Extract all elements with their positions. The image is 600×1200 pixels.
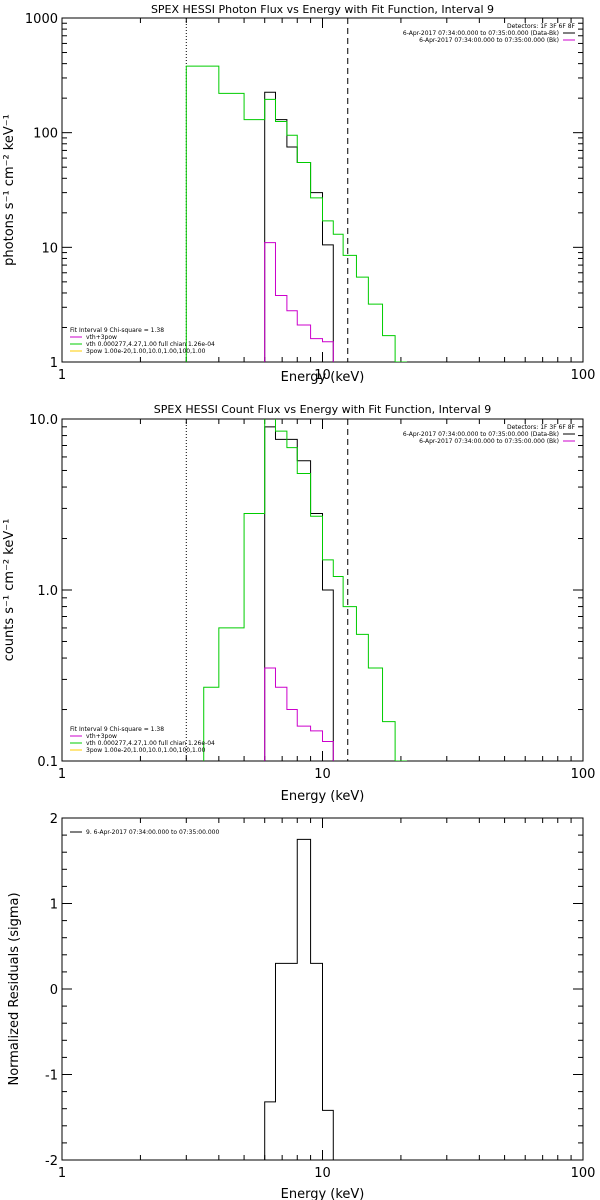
legend-left-entry: vth 0.000277,4.27,1.00 full chian 1.26e-… [86,740,215,747]
y-tick-label: 1 [50,356,58,371]
legend-detectors: Detectors: 1F 3F 6F 8F [507,23,576,30]
legend-right-entry: 6-Apr-2017 07:34:00.000 to 07:35:00.000 … [403,30,559,37]
legend-left-entry: 3pow 1.00e-20,1.00,10.0,1.00,100,1.00 [86,747,206,754]
y-tick-label: 1.0 [37,584,58,599]
y-tick-label: 10.0 [29,413,58,428]
y-tick-label: 100 [33,127,58,142]
series-1-line [264,838,334,1160]
y-axis-label: photons s⁻¹ cm⁻² keV⁻¹ [2,114,17,266]
x-tick-label: 10 [314,1166,331,1181]
y-tick-label: -2 [45,1154,58,1169]
y-tick-label: 0 [50,983,58,998]
legend-left-entry: vth 0.000277,4.27,1.00 full chian 1.26e-… [86,341,215,348]
series-3-line [264,242,334,362]
x-tick-label: 10 [314,368,331,383]
y-tick-label: 0.1 [37,755,58,770]
series-1-line [264,91,334,362]
legend-fit-header: Fit Interval 9 Chi-square = 1.38 [70,726,164,733]
x-tick-label: 1 [58,368,66,383]
legend-left-entry: 9. 6-Apr-2017 07:34:00.000 to 07:35:00.0… [86,829,219,836]
y-tick-label: 10 [41,241,58,256]
chart-3: 1 10 100 -2 -1 0 1 2 Energy (keV) Normalized Resi… [7,812,595,1200]
series-2-line [185,65,407,362]
legend-left-entry: vth+3pow [86,733,117,740]
x-axis-label: Energy (keV) [281,1187,365,1200]
x-axis-label: Energy (keV) [281,789,365,804]
legend-right-entry: 6-Apr-2017 07:34:00.000 to 07:35:00.000 … [419,37,559,44]
chart-2: SPEX HESSI Count Flux vs Energy with Fit… [2,403,595,804]
series-3-line [264,667,334,761]
y-axis-label: Normalized Residuals (sigma) [7,892,22,1085]
series-1-line [264,426,334,761]
y-axis-label: counts s⁻¹ cm⁻² keV⁻¹ [2,519,17,662]
plot-frame [61,17,584,363]
y-tick-label: 2 [50,812,58,827]
legend-fit-header: Fit Interval 9 Chi-square = 1.38 [70,327,164,334]
legend-right-entry: 6-Apr-2017 07:34:00.000 to 07:35:00.000 … [403,431,559,438]
y-tick-label: 1 [50,898,58,913]
y-tick-label: -1 [45,1069,58,1084]
legend-right-entry: 6-Apr-2017 07:34:00.000 to 07:35:00.000 … [419,438,559,445]
x-tick-label: 100 [571,368,596,383]
x-tick-label: 1 [58,1166,66,1181]
chart-1: SPEX HESSI Photon Flux vs Energy with Fi… [2,3,595,385]
y-tick-label: 1000 [25,12,58,27]
legend-left-entry: 3pow 1.00e-20,1.00,10.0,1.00,100,1.00 [86,348,206,355]
series-2-line [203,419,407,761]
x-tick-label: 100 [571,1166,596,1181]
chart-title: SPEX HESSI Photon Flux vs Energy with Fi… [151,3,494,16]
x-tick-label: 10 [314,767,331,782]
legend-detectors: Detectors: 1F 3F 6F 8F [507,424,576,431]
legend-left-entry: vth+3pow [86,334,117,341]
x-axis-label: Energy (keV) [281,370,365,385]
x-tick-label: 1 [58,767,66,782]
x-tick-label: 100 [571,767,596,782]
chart-title: SPEX HESSI Count Flux vs Energy with Fit… [154,403,491,416]
